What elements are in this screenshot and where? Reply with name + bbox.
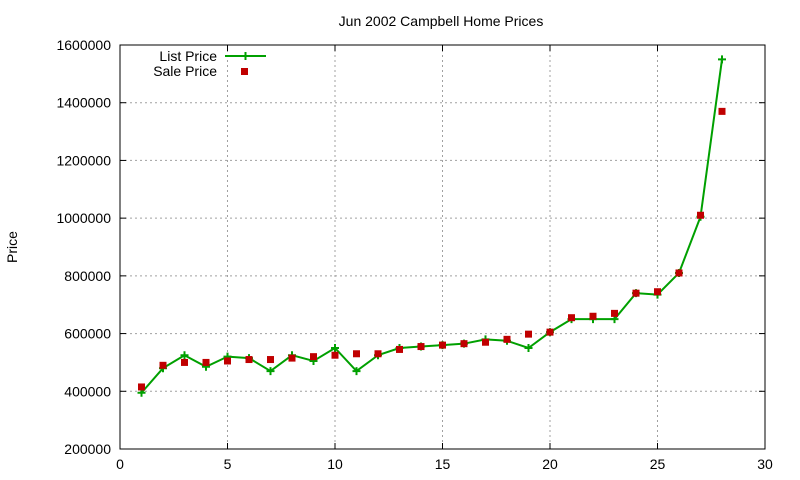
data-point-sale-price [546, 328, 554, 336]
y-tick-label: 400000 [64, 383, 111, 399]
y-tick-label: 1000000 [56, 210, 111, 226]
data-point-sale-price [632, 289, 640, 297]
series-list-price [137, 55, 726, 397]
y-tick-label: 200000 [64, 441, 111, 457]
data-point-sale-price [288, 354, 296, 362]
series-sale-price [138, 107, 726, 391]
y-tick-label: 800000 [64, 268, 111, 284]
data-point-sale-price [374, 350, 382, 358]
x-tick-label: 10 [327, 456, 343, 472]
chart-title: Jun 2002 Campbell Home Prices [339, 13, 544, 29]
data-point-sale-price [417, 343, 425, 351]
y-axis-label: Price [4, 231, 20, 263]
data-point-list-price [352, 367, 361, 376]
data-point-list-price [718, 55, 726, 64]
data-point-sale-price [202, 358, 210, 366]
data-point-sale-price [654, 288, 661, 296]
grid-lines [120, 45, 765, 449]
data-point-sale-price [396, 345, 403, 353]
data-point-sale-price [310, 353, 317, 361]
data-point-sale-price [611, 309, 618, 317]
data-point-sale-price [718, 107, 726, 115]
legend-label-sale-price: Sale Price [153, 63, 217, 79]
data-point-sale-price [697, 211, 704, 219]
data-point-list-price [524, 344, 533, 352]
plot-frame [119, 44, 766, 450]
data-point-list-price [180, 351, 189, 360]
data-point-sale-price [568, 314, 575, 322]
data-point-sale-price [503, 335, 511, 343]
legend: List Price Sale Price [153, 48, 266, 79]
data-point-sale-price [181, 358, 188, 366]
axis-ticks: 200000 400000 600000 800000 1000000 1200000 14… [56, 37, 773, 472]
y-tick-label: 1200000 [56, 152, 111, 168]
data-point-sale-price [439, 341, 446, 349]
x-tick-label: 25 [650, 456, 666, 472]
data-point-sale-price [224, 357, 231, 365]
series-line-list-price [140, 59, 723, 394]
data-point-sale-price [245, 356, 253, 364]
data-point-sale-price [460, 340, 468, 348]
data-point-sale-price [267, 356, 274, 364]
data-point-sale-price [482, 338, 489, 346]
y-tick-label: 600000 [64, 326, 111, 342]
legend-swatch-sale-price [241, 68, 248, 75]
data-point-list-price [266, 367, 275, 376]
x-tick-label: 30 [757, 456, 773, 472]
x-tick-label: 15 [435, 456, 451, 472]
x-tick-label: 5 [224, 456, 232, 472]
data-point-sale-price [353, 350, 360, 358]
y-tick-label: 1600000 [56, 37, 111, 53]
data-point-sale-price [331, 351, 339, 359]
legend-marker-list-price [241, 52, 250, 60]
x-tick-label: 20 [542, 456, 558, 472]
x-tick-label: 0 [116, 456, 124, 472]
data-point-sale-price [525, 330, 532, 338]
series-layer [137, 55, 726, 397]
legend-label-list-price: List Price [159, 48, 217, 64]
data-point-sale-price [159, 361, 167, 369]
data-point-sale-price [675, 269, 683, 277]
y-tick-label: 1400000 [56, 95, 111, 111]
data-point-sale-price [138, 383, 145, 391]
data-point-list-price [331, 344, 339, 352]
data-point-sale-price [589, 312, 597, 320]
